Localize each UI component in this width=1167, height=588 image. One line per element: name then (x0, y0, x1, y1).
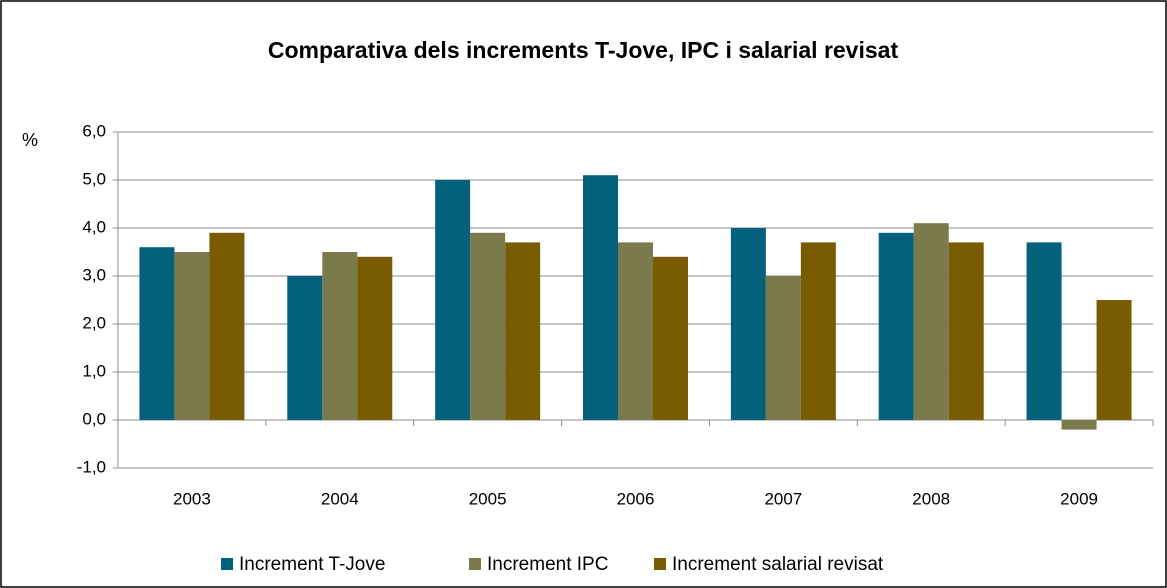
x-tick-label: 2008 (912, 489, 950, 508)
y-tick-label: -1,0 (77, 457, 106, 476)
bar (730, 228, 766, 420)
bar (948, 242, 984, 420)
y-tick-label: 4,0 (82, 217, 106, 236)
x-tick-label: 2005 (469, 489, 507, 508)
chart-title: Comparativa dels increments T-Jove, IPC … (268, 37, 899, 63)
bar (357, 256, 393, 420)
bar (583, 175, 618, 420)
bar (913, 223, 949, 420)
y-tick-label: 6,0 (82, 121, 106, 140)
bar (800, 242, 836, 420)
bar (505, 242, 541, 420)
legend-label: Increment salarial revisat (672, 554, 884, 575)
bar (653, 256, 688, 420)
x-tick-label: 2009 (1060, 489, 1098, 508)
y-tick-label: 1,0 (82, 361, 106, 380)
x-tick-label: 2006 (617, 489, 655, 508)
legend-swatch (469, 558, 481, 570)
bar (765, 276, 801, 420)
x-tick-label: 2007 (764, 489, 802, 508)
x-tick-label: 2004 (321, 489, 359, 508)
bar (322, 252, 358, 420)
bar (878, 232, 914, 420)
legend-label: Increment T-Jove (239, 554, 385, 575)
bar (1026, 242, 1062, 420)
y-tick-label: 3,0 (82, 265, 106, 284)
legend-label: Increment IPC (487, 554, 608, 575)
bar (287, 276, 323, 420)
bar (435, 180, 471, 420)
y-tick-label: 0,0 (82, 409, 106, 428)
bar (174, 252, 210, 420)
bar (470, 232, 506, 420)
bar (1061, 420, 1097, 430)
bar (139, 247, 175, 420)
legend-swatch (654, 558, 666, 570)
legend-swatch (221, 558, 233, 570)
x-tick-label: 2003 (173, 489, 211, 508)
y-axis-label: % (22, 130, 38, 150)
bar (1096, 300, 1132, 420)
bar (209, 232, 245, 420)
y-tick-label: 2,0 (82, 313, 106, 332)
bar (618, 242, 653, 420)
y-tick-label: 5,0 (82, 169, 106, 188)
